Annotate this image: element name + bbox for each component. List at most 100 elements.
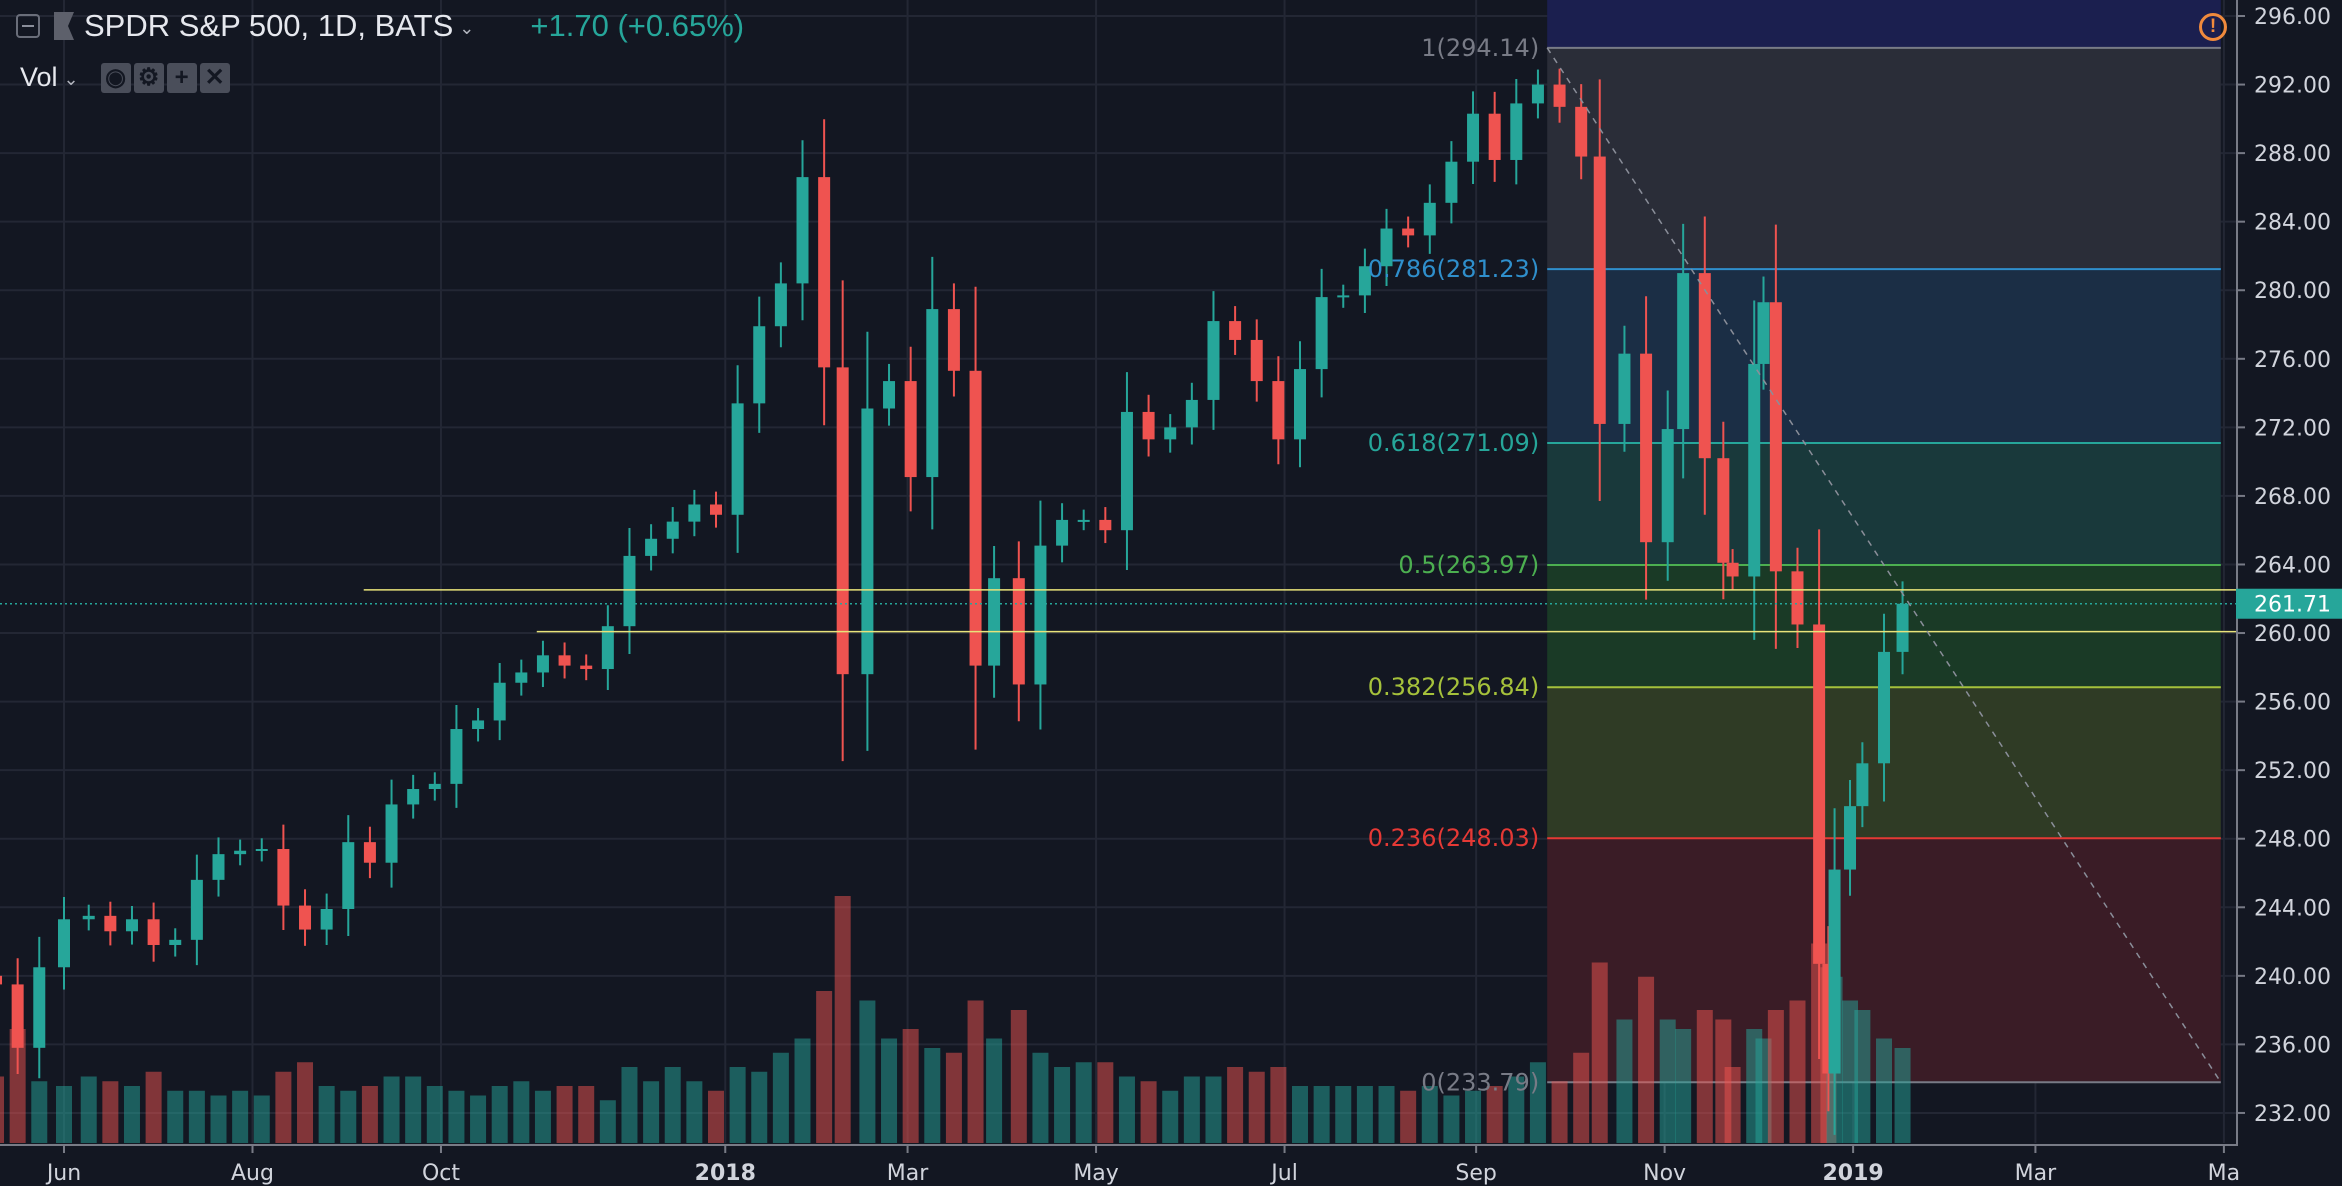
candle-body — [1142, 411, 1155, 440]
volume-bar — [1227, 1067, 1244, 1143]
candle-body — [601, 626, 614, 670]
volume-bar — [686, 1081, 703, 1143]
fib-level-label: 0.5(263.97) — [1398, 551, 1539, 579]
candle-body — [774, 283, 787, 327]
candle-body — [407, 789, 420, 805]
price-tick-label: 252.00 — [2254, 759, 2331, 784]
candle-body — [212, 854, 225, 880]
volume-bar — [188, 1090, 205, 1143]
price-tick-label: 272.00 — [2254, 416, 2331, 441]
eye-icon[interactable]: ◉ — [100, 62, 131, 93]
volume-indicator-row: Vol ⌄ ◉ ⚙ + ✕ — [20, 62, 230, 93]
price-tick-label: 236.00 — [2254, 1033, 2331, 1058]
trend-line-drawing[interactable] — [1546, 47, 2222, 1083]
volume-bar — [1075, 1062, 1092, 1143]
price-tick-label: 240.00 — [2254, 965, 2331, 990]
volume-bar — [426, 1086, 443, 1143]
candle-body — [1896, 603, 1909, 652]
volume-bar — [751, 1071, 768, 1143]
volume-bar — [232, 1090, 249, 1143]
volume-bar — [145, 1071, 162, 1143]
candle-body — [82, 915, 95, 920]
volume-bar — [816, 991, 833, 1143]
price-tick-label: 232.00 — [2254, 1102, 2331, 1127]
flag-icon[interactable] — [54, 12, 74, 40]
volume-bar — [794, 1038, 811, 1143]
candle-body — [428, 783, 441, 790]
candle-body — [1726, 562, 1739, 577]
candle-body — [1467, 113, 1480, 162]
symbol-title[interactable]: SPDR S&P 500, 1D, BATS — [84, 8, 454, 43]
candle-body — [818, 177, 831, 368]
candle-body — [623, 555, 636, 627]
volume-bar — [643, 1081, 660, 1143]
candle-body — [1164, 427, 1177, 440]
volume-bar — [1616, 1019, 1633, 1143]
time-tick-label: Ma — [2208, 1161, 2240, 1186]
candle-body — [147, 919, 160, 945]
volume-indicator-label[interactable]: Vol — [20, 62, 58, 92]
volume-bar — [470, 1095, 487, 1143]
candle-body — [1698, 273, 1711, 459]
candle-body — [1056, 519, 1069, 546]
volume-bar — [1854, 1010, 1871, 1143]
close-icon[interactable]: ✕ — [199, 62, 230, 93]
candle-body — [104, 915, 117, 932]
candle-body — [299, 905, 312, 930]
plus-icon[interactable]: + — [166, 62, 197, 93]
candle-body — [731, 403, 744, 515]
chevron-down-icon[interactable]: ⌄ — [459, 17, 475, 38]
candle-body — [1878, 651, 1891, 764]
volume-bar — [167, 1090, 184, 1143]
price-tick-label: 256.00 — [2254, 691, 2331, 716]
time-tick-label: Oct — [422, 1161, 460, 1186]
volume-bar — [1248, 1071, 1265, 1143]
volume-bar — [1755, 1038, 1772, 1143]
candle-body — [988, 578, 1001, 666]
candle-body — [1380, 228, 1393, 267]
candle-body — [1748, 363, 1761, 577]
price-change: +1.70 (+0.65%) — [530, 8, 745, 43]
volume-bar — [556, 1086, 573, 1143]
candle-body — [709, 504, 722, 515]
candle-body — [1120, 411, 1133, 531]
volume-bar — [834, 896, 851, 1143]
candle-body — [1034, 545, 1047, 685]
candle-body — [645, 538, 658, 556]
candle-body — [1844, 806, 1857, 870]
volume-bar — [1591, 962, 1608, 1143]
candle-body — [0, 975, 3, 985]
candle-body — [277, 849, 290, 906]
volume-bar — [621, 1067, 638, 1143]
candle-body — [342, 842, 355, 909]
candle-body — [363, 842, 376, 863]
volume-bar — [1675, 1029, 1692, 1143]
volume-bar — [1696, 1010, 1713, 1143]
candle-body — [1813, 624, 1826, 964]
volume-bar — [1659, 1019, 1676, 1143]
collapse-legend-button[interactable] — [16, 14, 40, 38]
volume-bar — [1378, 1086, 1395, 1143]
price-tick-label: 292.00 — [2254, 74, 2331, 99]
candle-body — [1445, 161, 1458, 203]
candle-body — [926, 309, 939, 478]
gear-icon[interactable]: ⚙ — [133, 62, 164, 93]
fib-level-label: 1(294.14) — [1421, 34, 1539, 62]
volume-bar — [491, 1086, 508, 1143]
volume-bar — [275, 1071, 292, 1143]
candle-body — [1358, 266, 1371, 296]
exclamation-circle-icon[interactable]: ! — [2199, 13, 2227, 41]
time-axis[interactable] — [0, 1145, 2236, 1186]
candle-body — [1488, 113, 1501, 160]
volume-bar — [1894, 1048, 1911, 1143]
volume-bar — [1789, 1000, 1806, 1143]
chevron-down-icon[interactable]: ⌄ — [63, 69, 79, 89]
candle-body — [255, 849, 268, 852]
candle-body — [666, 521, 679, 539]
candle-body — [234, 850, 247, 855]
candle-body — [169, 939, 182, 945]
volume-bar — [340, 1090, 357, 1143]
candle-body — [1677, 273, 1690, 430]
candle-body — [753, 326, 766, 404]
